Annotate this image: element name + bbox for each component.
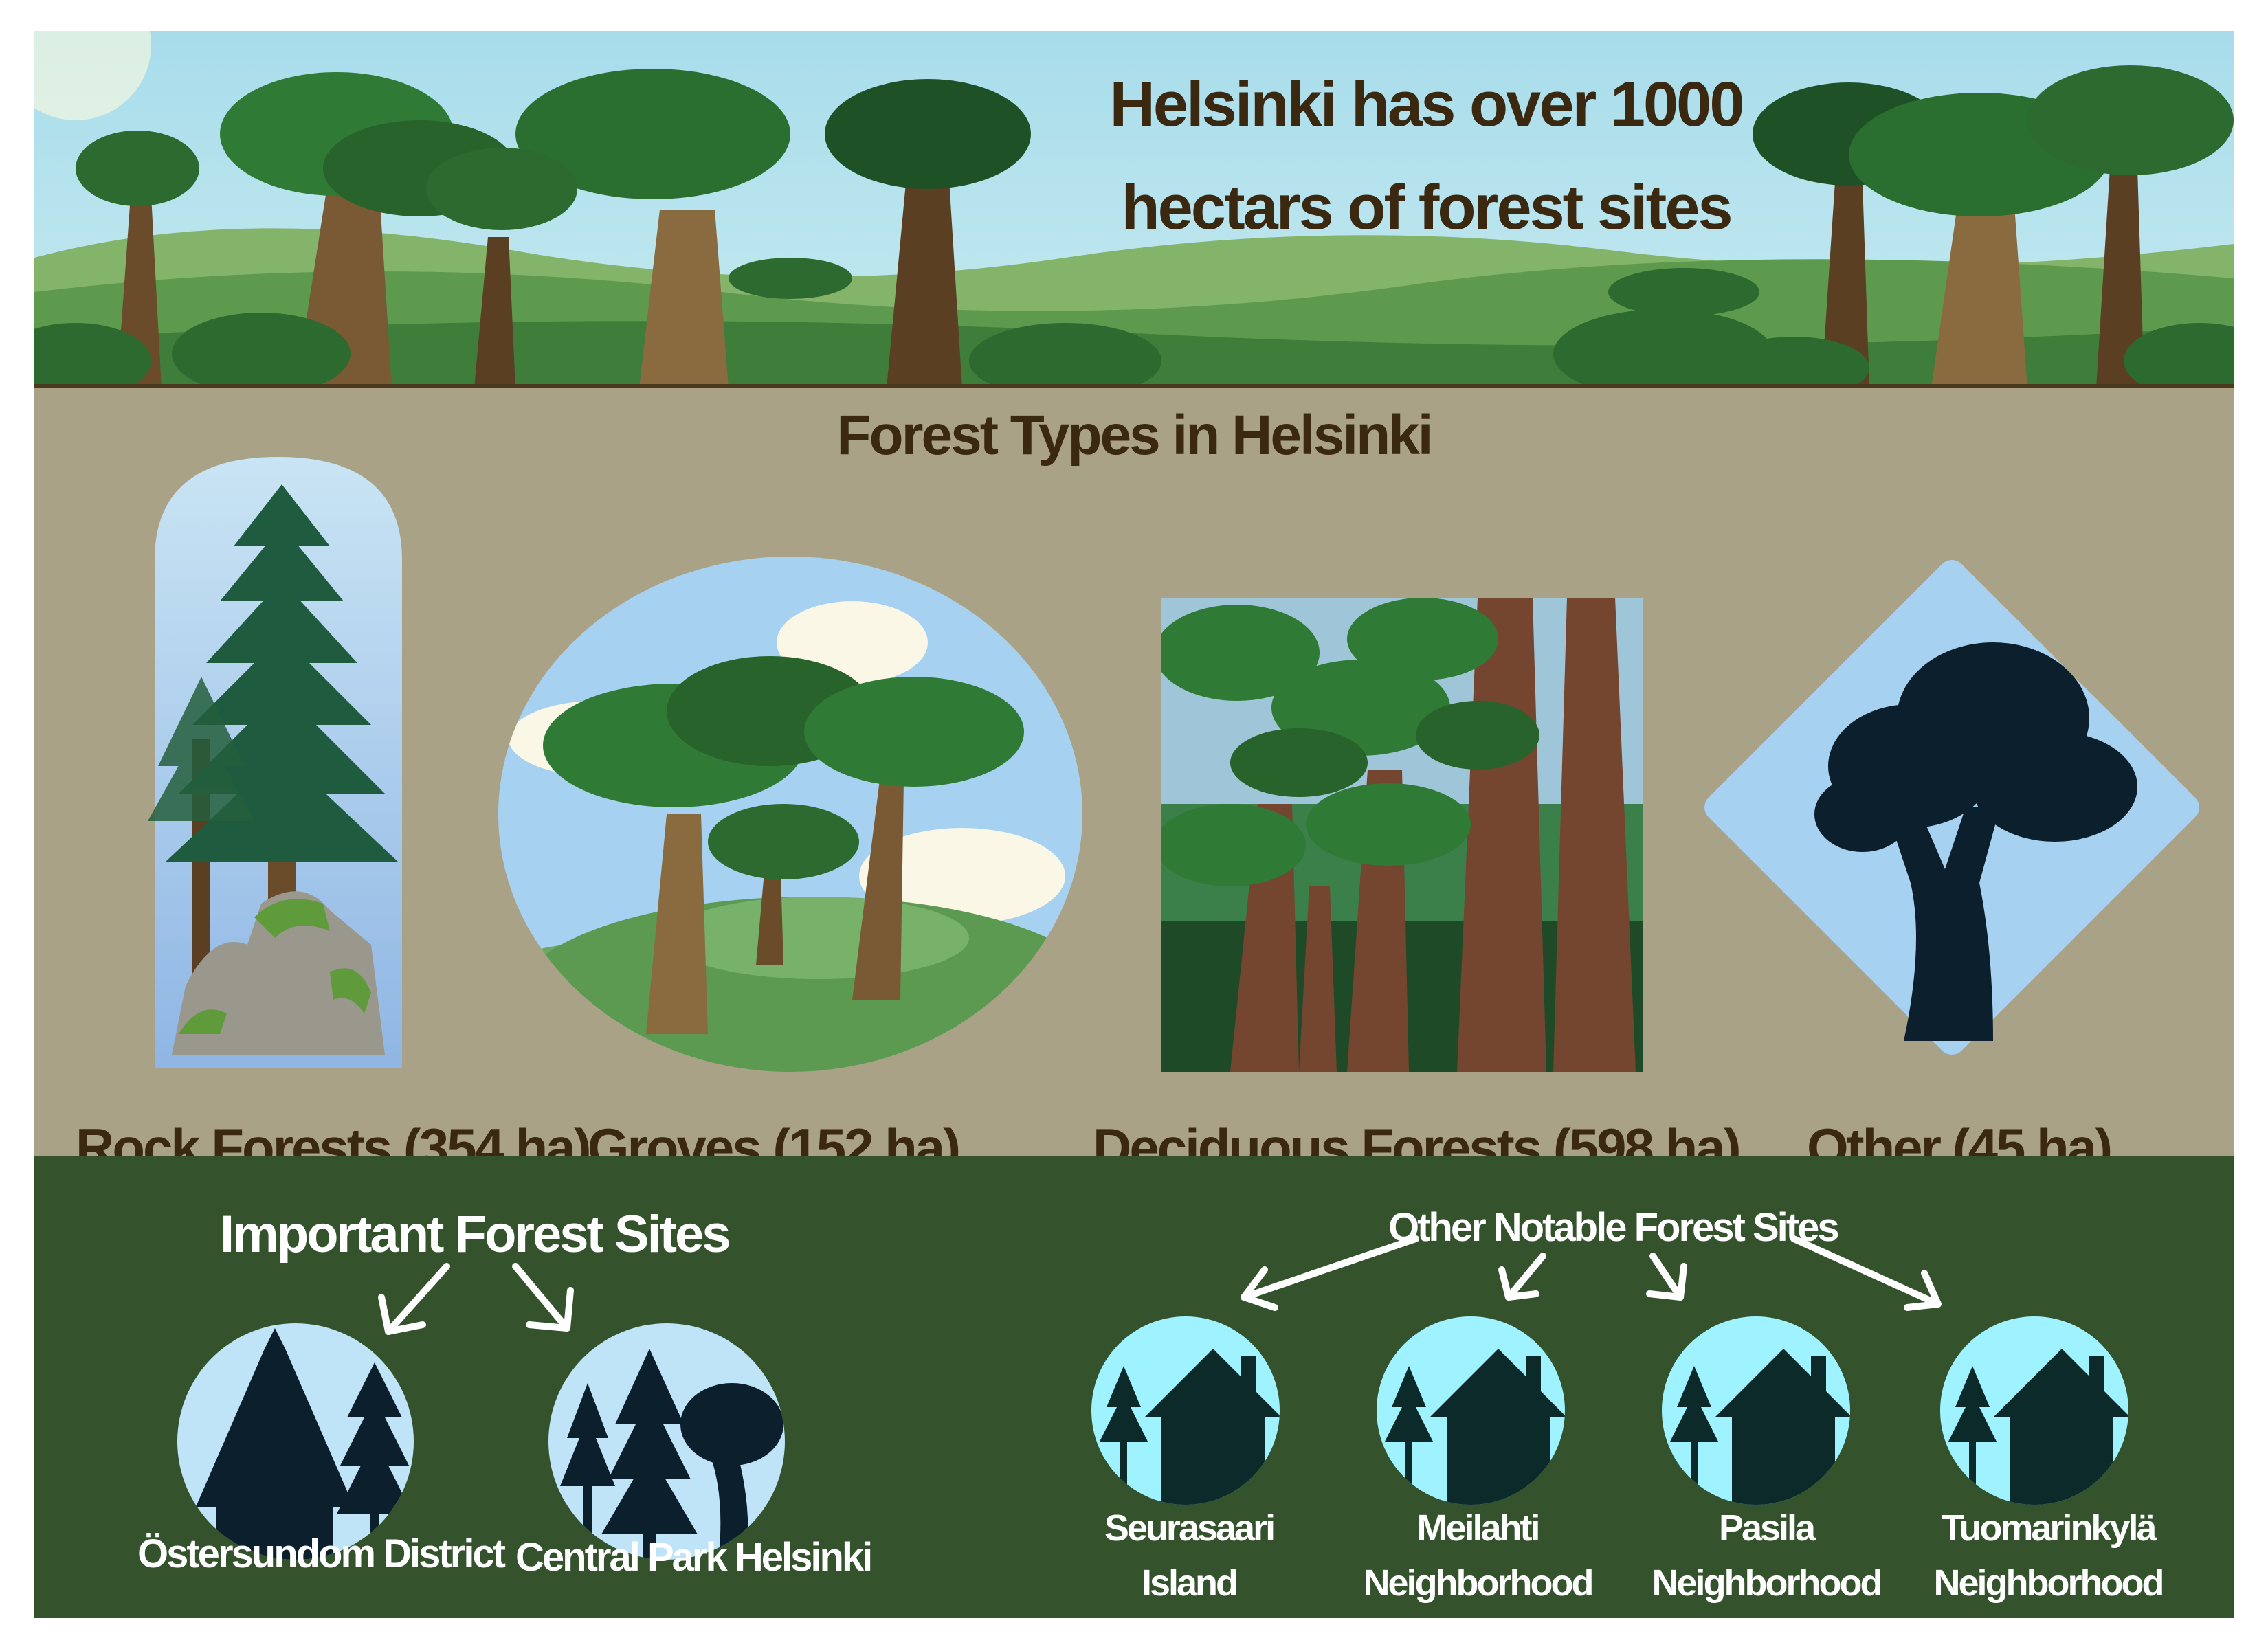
arrow-to-central-park: [512, 1263, 574, 1332]
site-label-pasila-line-1: Pasila: [1718, 1507, 1816, 1549]
tree-and-house-icon: [1377, 1316, 1565, 1505]
forest-landscape-illustration: [34, 31, 2234, 399]
connector-arrows: [378, 1235, 1942, 1335]
tree-and-house-icon: [1091, 1316, 1280, 1505]
arrow-to-tuomarinkyla: [1790, 1235, 1942, 1311]
forest-sites-section: Important Forest Sites Other Notable For…: [34, 1156, 2234, 1618]
site-label-seurasaari-line-2: Island: [1141, 1562, 1238, 1604]
church-and-spruce-icon: [177, 1323, 414, 1560]
arrow-to-meilahti: [1498, 1253, 1546, 1301]
central-park-site-icon: [546, 1321, 787, 1562]
tree-and-house-icon: [1940, 1316, 2128, 1505]
tree-and-house-icon: [1662, 1316, 1850, 1505]
grove-trees-icon: [543, 656, 1024, 1034]
pasila-site-icon: [1660, 1314, 1852, 1507]
important-sites-heading: Important Forest Sites: [220, 1205, 731, 1264]
spruce-on-rock-icon: [165, 484, 399, 862]
site-label-tuomarinkyla-line-1: Tuomarinkylä: [1941, 1507, 2157, 1549]
site-label-meilahti-line-2: Neighborhood: [1363, 1562, 1594, 1604]
deciduous-forest-illustration: [1161, 598, 1643, 1072]
site-label-central-park: Central Park Helsinki: [515, 1535, 873, 1580]
shrubs: [34, 258, 2234, 399]
seurasaari-site-icon: [1089, 1314, 1282, 1507]
site-label-tuomarinkyla-line-2: Neighborhood: [1933, 1562, 2165, 1604]
header-title-line-2: hectars of forest sites: [1121, 172, 1733, 243]
arrow-to-pasila: [1646, 1253, 1687, 1301]
header-title-line-1: Helsinki has over 1000: [1109, 69, 1744, 139]
right-tree-cluster: [1753, 65, 2234, 388]
arrow-to-ostersundom: [378, 1263, 450, 1335]
site-label-ostersundom: Östersundom District: [137, 1532, 506, 1576]
deciduous-forest-icon: [1161, 598, 1643, 1072]
meilahti-site-icon: [1375, 1314, 1567, 1507]
other-forest-illustration: [1704, 560, 2199, 1055]
other-sites-heading: Other Notable Forest Sites: [1388, 1205, 1840, 1250]
site-label-pasila-line-2: Neighborhood: [1652, 1562, 1883, 1604]
rock-forest-illustration: [124, 450, 433, 1068]
site-label-seurasaari-line-1: Seurasaari: [1104, 1507, 1276, 1549]
park-trees-icon: [548, 1323, 785, 1560]
site-label-meilahti-line-1: Meilahti: [1416, 1507, 1540, 1549]
grove-illustration: [495, 553, 1086, 1075]
tree-silhouette-icon: [1814, 642, 2137, 1041]
sun-icon: [34, 31, 151, 120]
arrow-to-seurasaari: [1241, 1235, 1419, 1311]
header-landscape: Helsinki has over 1000 hectars of forest…: [34, 31, 2234, 399]
forest-types-section: Forest Types in Helsinki: [34, 388, 2234, 1178]
tuomarinkyla-site-icon: [1938, 1314, 2131, 1507]
infographic-poster: Helsinki has over 1000 hectars of forest…: [34, 31, 2234, 1618]
forest-types-heading: Forest Types in Helsinki: [836, 404, 1433, 467]
ostersundom-site-icon: [175, 1321, 416, 1562]
